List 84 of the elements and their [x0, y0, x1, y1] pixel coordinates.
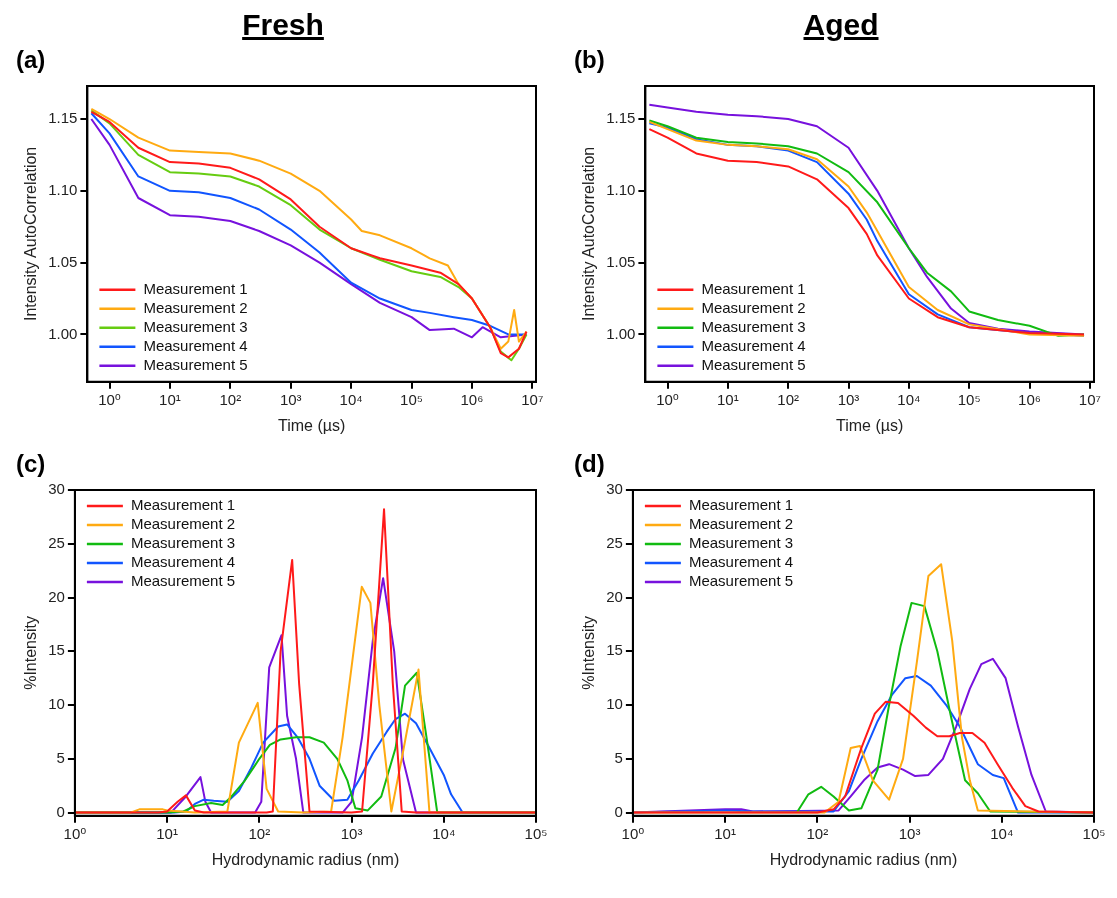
- x-axis-title: Time (µs): [278, 416, 346, 434]
- chart-title: Fresh: [241, 8, 325, 43]
- y-axis-title: %Intensity: [580, 615, 598, 690]
- x-tick-label: 10³: [898, 824, 921, 842]
- x-tick-label: 10⁵: [1082, 824, 1106, 842]
- legend-label: Measurement 4: [701, 336, 806, 354]
- x-tick-label: 10⁰: [656, 390, 679, 408]
- y-tick-label: 1.15: [48, 109, 78, 127]
- x-tick-label: 10¹: [717, 390, 739, 408]
- legend-label: Measurement 5: [701, 355, 806, 373]
- chart-title: (c): [15, 450, 47, 478]
- x-axis-title: Time (µs): [836, 416, 904, 434]
- x-axis-title: Hydrodynamic radius (nm): [211, 850, 400, 868]
- x-tick-label: 10⁰: [621, 824, 645, 842]
- legend-label: Measurement 5: [143, 355, 248, 373]
- legend-label: Measurement 5: [130, 572, 236, 590]
- x-tick-label: 10¹: [159, 390, 181, 408]
- y-tick-label: 15: [606, 641, 623, 659]
- legend-label: Measurement 4: [130, 553, 236, 571]
- x-tick-label: 10⁴: [432, 824, 456, 842]
- legend-label: Measurement 3: [688, 534, 794, 552]
- y-tick-label: 25: [48, 533, 65, 551]
- y-tick-label: 5: [56, 748, 65, 766]
- chart-title: Aged: [802, 8, 880, 43]
- legend-label: Measurement 5: [688, 572, 794, 590]
- y-axis-title: Intensity AutoCorrelation: [22, 146, 40, 322]
- x-tick-label: 10⁵: [957, 390, 981, 408]
- x-tick-label: 10⁴: [897, 390, 921, 408]
- x-tick-label: 10⁶: [1018, 390, 1041, 408]
- y-tick-label: 1.00: [606, 324, 636, 342]
- y-tick-label: 1.15: [606, 109, 636, 127]
- y-tick-label: 1.05: [48, 252, 78, 270]
- legend-label: Measurement 2: [701, 298, 806, 316]
- x-axis-title: Hydrodynamic radius (nm): [769, 850, 958, 868]
- chart-title: (d): [573, 450, 606, 478]
- y-tick-label: 30: [606, 480, 623, 498]
- legend-label: Measurement 2: [688, 515, 794, 533]
- x-tick-label: 10²: [777, 390, 800, 408]
- y-tick-label: 10: [606, 695, 623, 713]
- x-tick-label: 10⁰: [98, 390, 121, 408]
- x-tick-label: 10⁶: [460, 390, 484, 408]
- y-tick-label: 20: [606, 587, 623, 605]
- legend-label: Measurement 2: [130, 515, 236, 533]
- y-axis-title: Intensity AutoCorrelation: [580, 146, 598, 322]
- legend-label: Measurement 1: [701, 279, 806, 297]
- legend-label: Measurement 3: [701, 317, 806, 335]
- legend-label: Measurement 3: [130, 534, 236, 552]
- x-tick-label: 10¹: [714, 824, 736, 842]
- y-tick-label: 0: [614, 802, 623, 820]
- legend-label: Measurement 1: [130, 496, 236, 514]
- y-tick-label: 1.00: [48, 324, 78, 342]
- x-tick-label: 10⁰: [63, 824, 87, 842]
- legend-label: Measurement 4: [143, 336, 248, 354]
- y-tick-label: 5: [614, 748, 623, 766]
- y-tick-label: 1.10: [48, 180, 78, 198]
- chart-subtitle: (a): [15, 46, 47, 74]
- legend-label: Measurement 1: [688, 496, 794, 514]
- legend-label: Measurement 1: [143, 279, 248, 297]
- x-tick-label: 10²: [219, 390, 242, 408]
- y-tick-label: 20: [48, 587, 65, 605]
- x-tick-label: 10⁵: [400, 390, 423, 408]
- y-tick-label: 30: [48, 480, 65, 498]
- x-tick-label: 10³: [279, 390, 302, 408]
- legend-label: Measurement 4: [688, 553, 794, 571]
- x-tick-label: 10²: [806, 824, 829, 842]
- x-tick-label: 10⁴: [990, 824, 1014, 842]
- y-tick-label: 0: [56, 802, 65, 820]
- x-tick-label: 10⁴: [339, 390, 363, 408]
- y-tick-label: 15: [48, 641, 65, 659]
- legend-label: Measurement 2: [143, 298, 248, 316]
- y-axis-title: %Intensity: [22, 615, 40, 690]
- legend-label: Measurement 3: [143, 317, 248, 335]
- x-tick-label: 10²: [248, 824, 271, 842]
- y-tick-label: 25: [606, 533, 623, 551]
- y-tick-label: 1.10: [606, 180, 636, 198]
- y-tick-label: 10: [48, 695, 65, 713]
- x-tick-label: 10⁵: [524, 824, 548, 842]
- y-tick-label: 1.05: [606, 252, 636, 270]
- x-tick-label: 10¹: [156, 824, 178, 842]
- chart-subtitle: (b): [573, 46, 606, 74]
- x-tick-label: 10⁷: [521, 390, 544, 408]
- x-tick-label: 10³: [837, 390, 860, 408]
- x-tick-label: 10³: [340, 824, 363, 842]
- x-tick-label: 10⁷: [1078, 390, 1101, 408]
